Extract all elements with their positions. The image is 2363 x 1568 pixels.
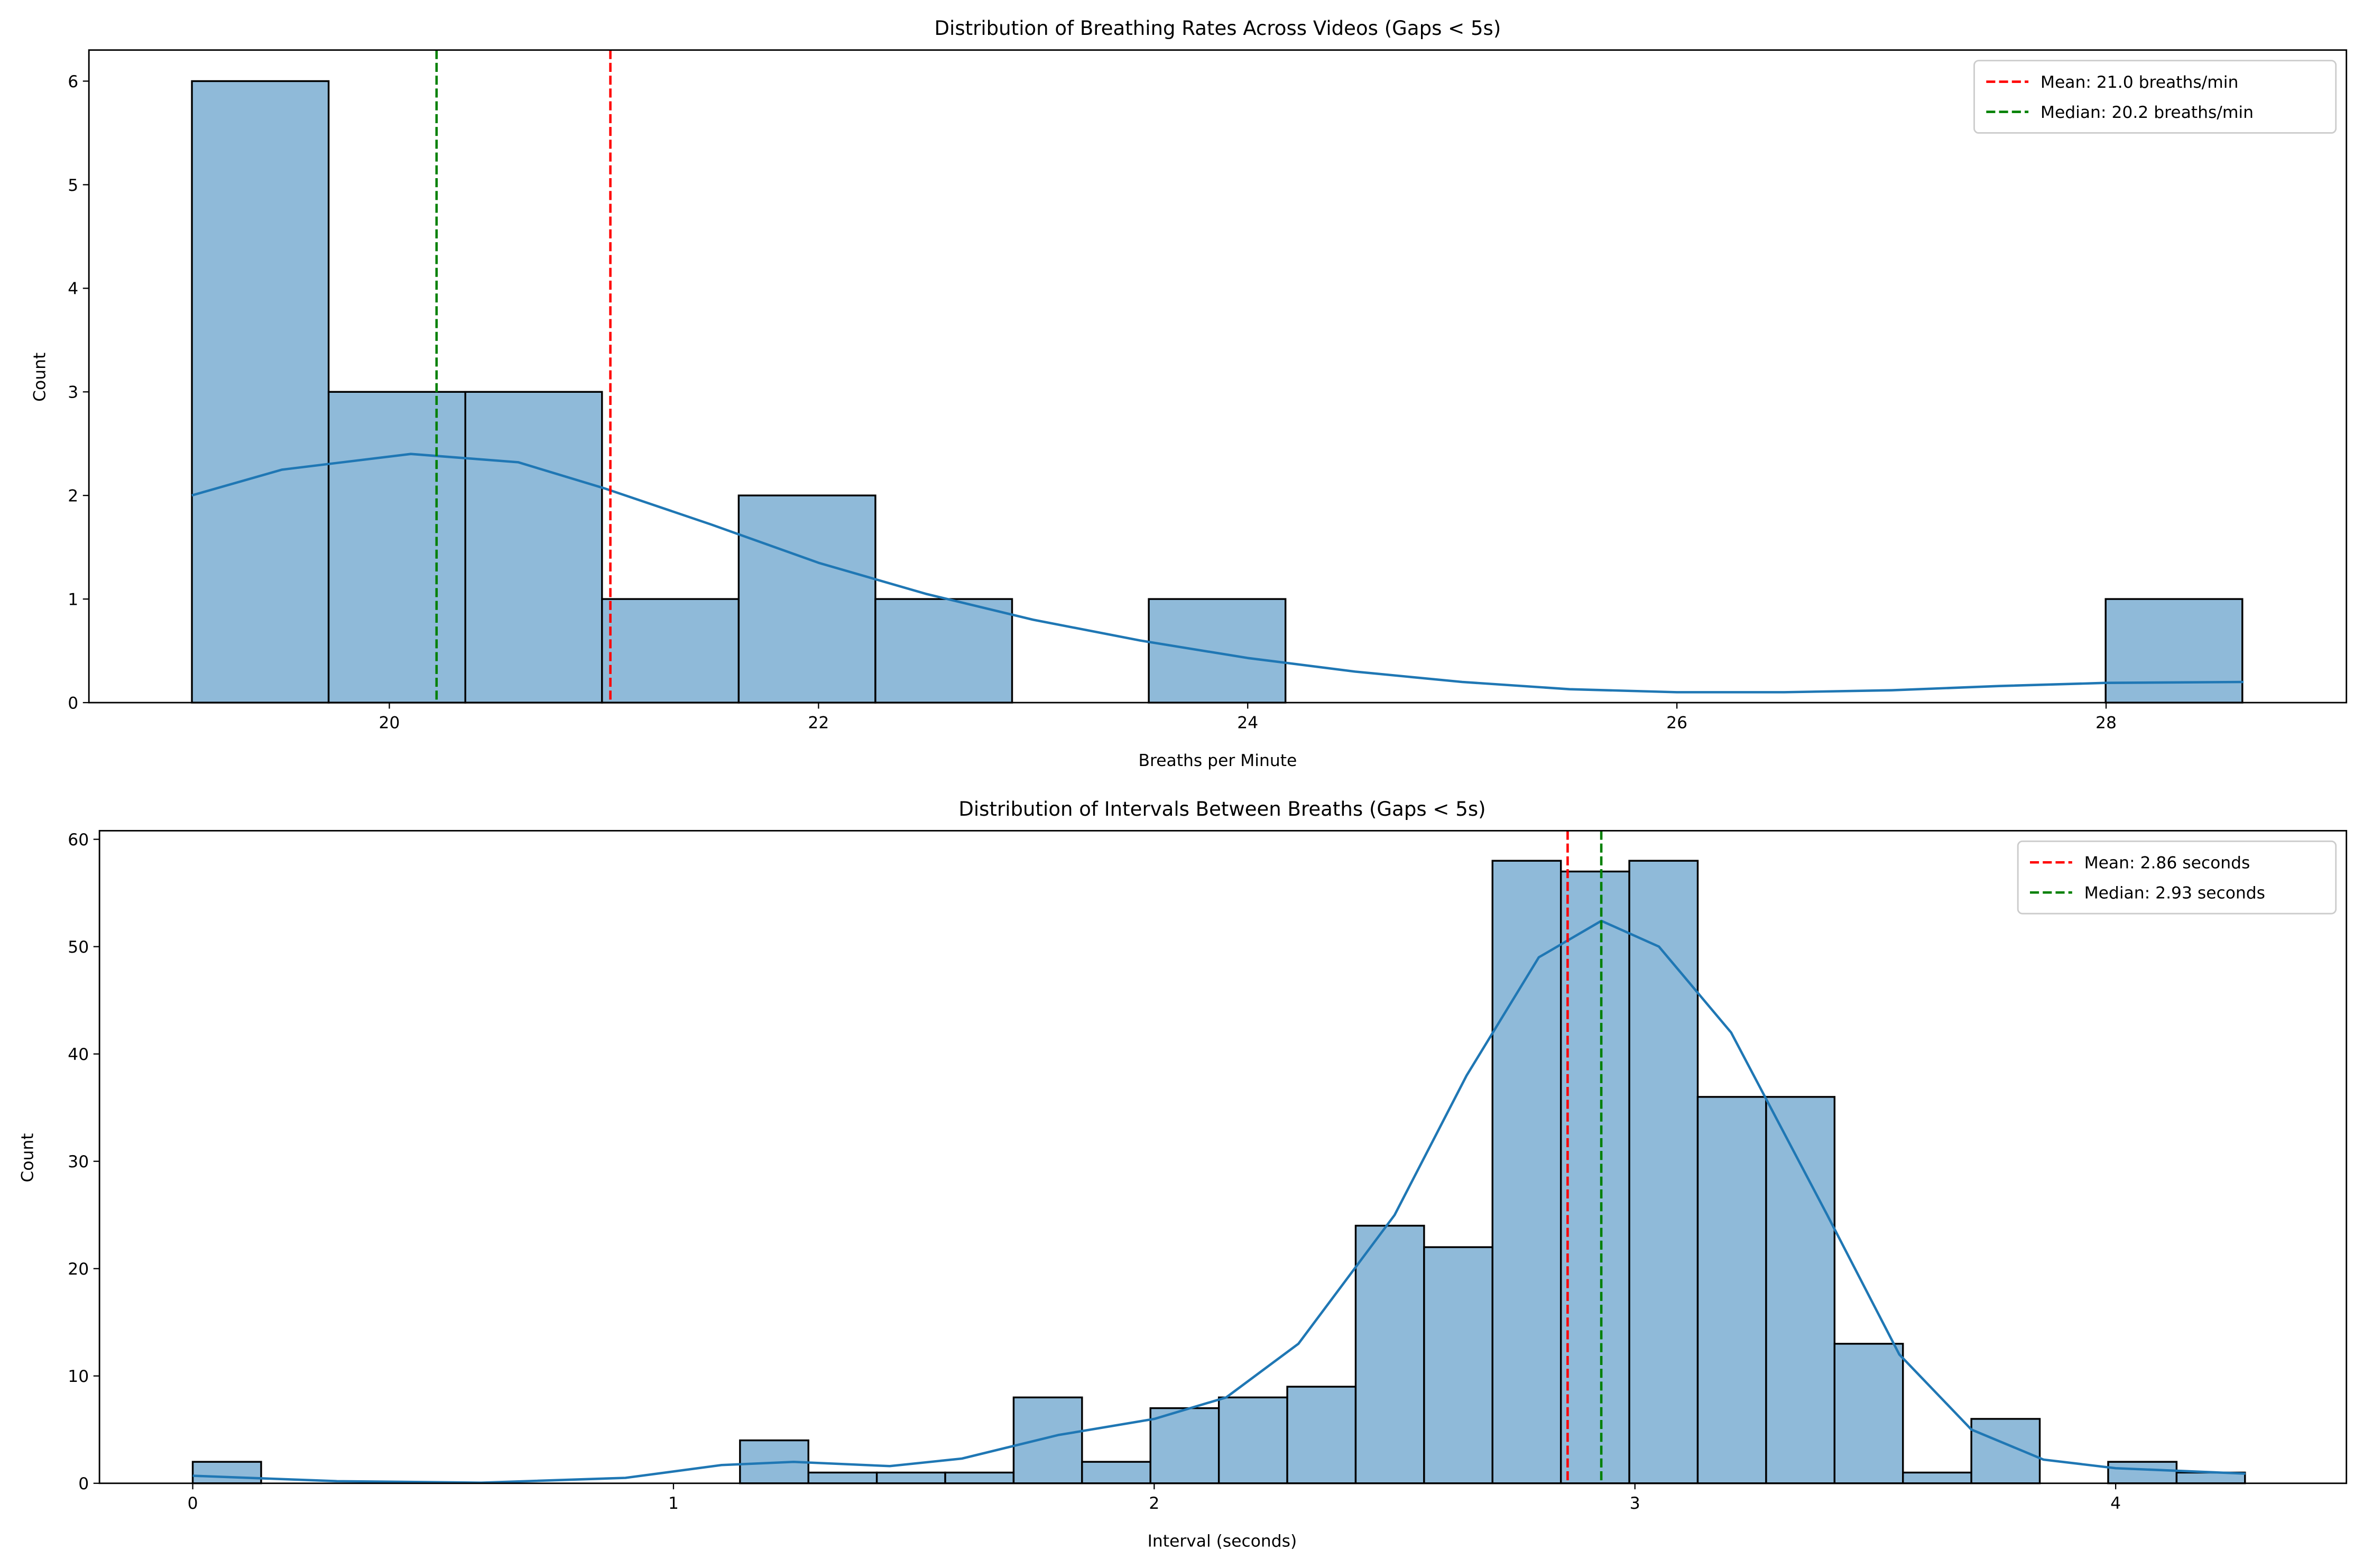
- histogram-bar: [2104, 598, 2244, 704]
- y-tick-label: 40: [68, 1045, 89, 1064]
- legend-box: [2017, 840, 2337, 915]
- y-tick-label: 2: [68, 487, 78, 506]
- histogram-bar: [1149, 1407, 1220, 1484]
- axes-frame: [88, 49, 2348, 704]
- histogram-bar: [1286, 1386, 1357, 1484]
- x-axis-label: Breaths per Minute: [1139, 751, 1297, 770]
- x-tick-label: 28: [2096, 714, 2117, 733]
- y-tick-label: 5: [68, 176, 78, 195]
- histogram-bar: [2107, 1461, 2178, 1484]
- histogram-bar: [875, 1471, 946, 1484]
- kde-curve: [191, 453, 2244, 694]
- chart-intervals: Distribution of Intervals Between Breath…: [19, 798, 2348, 1551]
- x-tick-label: 0: [188, 1494, 198, 1513]
- histogram-bar: [944, 1471, 1015, 1484]
- histogram-bar: [1081, 1461, 1151, 1484]
- y-tick-label: 50: [68, 938, 89, 957]
- y-tick-label: 0: [78, 1474, 89, 1493]
- legend-mean-label: Mean: 21.0 breaths/min: [2041, 73, 2238, 92]
- x-tick-label: 4: [2110, 1494, 2121, 1513]
- histogram-bar: [191, 80, 330, 704]
- legend-box: [1973, 60, 2337, 134]
- legend: Mean: 21.0 breaths/min Median: 20.2 breat…: [1973, 60, 2337, 134]
- histogram-bar: [327, 391, 466, 704]
- histogram-bar: [464, 391, 603, 704]
- legend-median-label: Median: 2.93 seconds: [2084, 884, 2265, 903]
- histogram-bar: [1833, 1343, 1904, 1484]
- histogram-bar: [1696, 1096, 1767, 1484]
- y-tick-label: 30: [68, 1152, 89, 1172]
- x-tick-label: 3: [1630, 1494, 1640, 1513]
- x-tick-label: 2: [1149, 1494, 1159, 1513]
- x-axis-label: Interval (seconds): [1148, 1532, 1297, 1551]
- histogram-bar: [1354, 1224, 1425, 1484]
- y-tick-label: 4: [68, 280, 78, 299]
- histogram-bar: [1970, 1418, 2041, 1484]
- y-axis-label: Count: [19, 1133, 38, 1182]
- x-tick-label: 1: [668, 1494, 679, 1513]
- y-tick-label: 3: [68, 383, 78, 402]
- y-tick-label: 10: [68, 1367, 89, 1386]
- histogram-bar: [1902, 1471, 1972, 1484]
- y-tick-label: 0: [68, 694, 78, 713]
- y-tick-label: 1: [68, 591, 78, 610]
- x-tick-label: 26: [1666, 714, 1687, 733]
- chart-title: Distribution of Breathing Rates Across V…: [935, 17, 1501, 40]
- histogram-bar: [1559, 870, 1630, 1484]
- y-tick-label: 20: [68, 1260, 89, 1279]
- x-tick-label: 24: [1237, 714, 1258, 733]
- chart-breathing-rates: Distribution of Breathing Rates Across V…: [31, 17, 2348, 770]
- x-tick-label: 20: [379, 714, 400, 733]
- axes-frame: [98, 829, 2348, 1484]
- chart-title: Distribution of Intervals Between Breath…: [958, 798, 1485, 820]
- y-axis-label: Count: [31, 353, 50, 402]
- x-tick-label: 22: [808, 714, 829, 733]
- kde-curve: [192, 919, 2246, 1484]
- legend-mean-label: Mean: 2.86 seconds: [2084, 854, 2250, 873]
- histogram-bar: [1491, 860, 1562, 1484]
- y-tick-label: 6: [68, 72, 78, 91]
- histogram-bar: [1012, 1396, 1083, 1484]
- histogram-bar: [1148, 598, 1287, 704]
- histogram-bar: [807, 1471, 878, 1484]
- histogram-bar: [737, 494, 876, 704]
- histogram-bar: [1765, 1096, 1836, 1484]
- histogram-bar: [1628, 860, 1699, 1484]
- histogram-bar: [1423, 1246, 1494, 1484]
- legend: Mean: 2.86 seconds Median: 2.93 seconds: [2017, 840, 2337, 915]
- histogram-bar: [1217, 1396, 1288, 1484]
- histogram-bar: [191, 1461, 262, 1484]
- legend-median-label: Median: 20.2 breaths/min: [2041, 103, 2254, 122]
- histogram-bar: [601, 598, 740, 704]
- y-tick-label: 60: [68, 831, 89, 850]
- histogram-bar: [874, 598, 1013, 704]
